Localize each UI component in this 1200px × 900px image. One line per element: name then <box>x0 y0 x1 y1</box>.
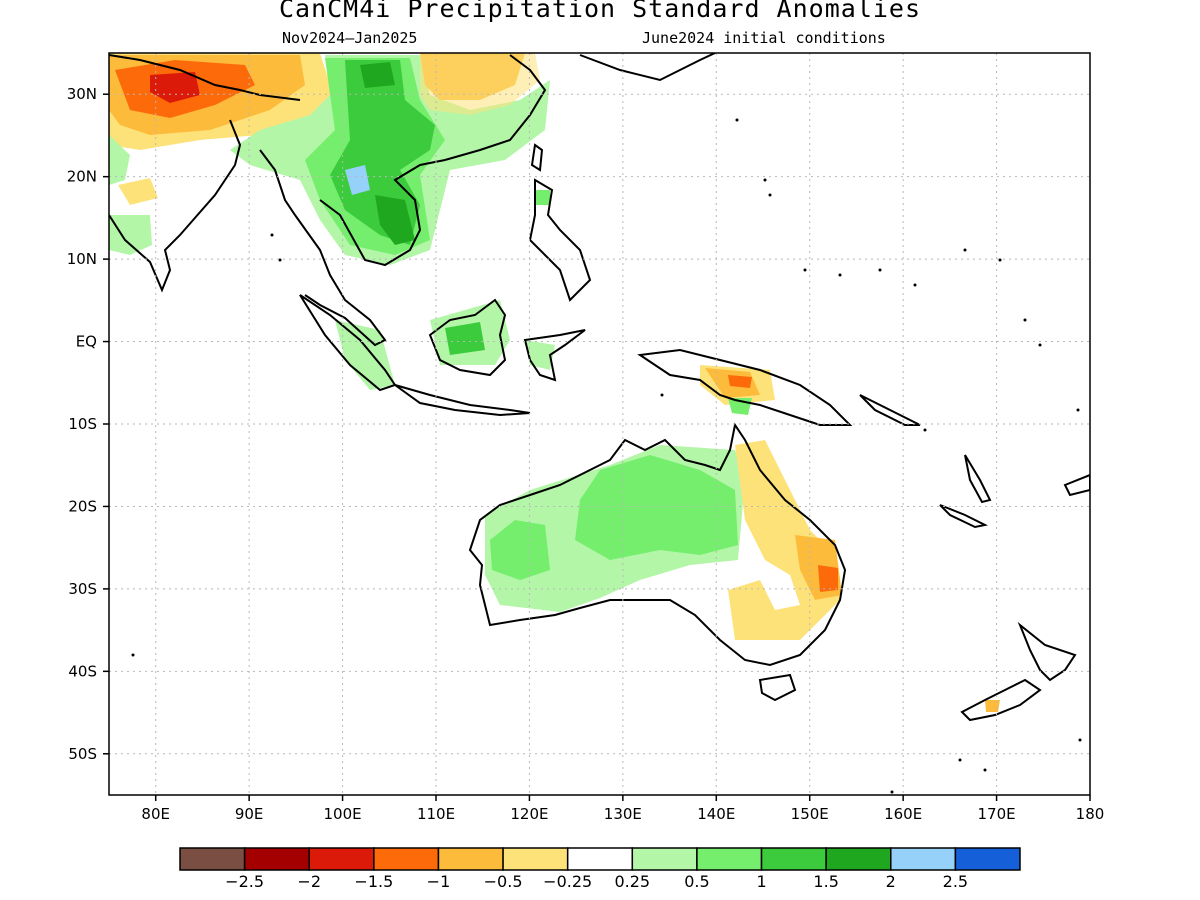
coast-solomons <box>859 394 921 426</box>
lon-tick-label: 150E <box>791 805 829 823</box>
colorbar-label: −1.5 <box>354 872 393 891</box>
coast-taiwan <box>530 143 544 172</box>
coast-java <box>394 384 531 417</box>
coast-australia <box>468 422 847 667</box>
colorbar-label: 1.5 <box>813 872 838 891</box>
colorbar-swatch <box>825 847 892 871</box>
coast-nz-south <box>960 678 1042 722</box>
anomaly-philippines-wet <box>535 190 550 205</box>
colorbar-label: 2.5 <box>943 872 968 891</box>
colorbar-swatch <box>954 847 1021 871</box>
colorbar-swatch <box>696 847 763 871</box>
colorbar-label: 0.25 <box>614 872 650 891</box>
coast-new-caledonia <box>939 504 989 529</box>
lat-tick-label: 20S <box>68 497 97 515</box>
lat-tick-label: 30N <box>67 85 97 103</box>
axes: 80E 90E 100E 110E 120E 130E 140E 150E 160E 170E 18… <box>67 85 1105 823</box>
anomaly-india-wet <box>109 135 130 185</box>
colorbar-swatch <box>373 847 440 871</box>
colorbar-swatch <box>631 847 698 871</box>
lon-tick-label: 100E <box>324 805 362 823</box>
coast-philippines <box>528 178 592 302</box>
colorbar-swatch <box>179 847 246 871</box>
gridlines <box>109 53 1090 795</box>
coast-himalaya-border <box>109 54 301 101</box>
anomaly-sumatra-wet <box>335 320 395 390</box>
lat-tick-label: 50S <box>68 745 97 763</box>
anomaly-field <box>109 53 1000 712</box>
initial-conditions: June2024 initial conditions <box>642 29 886 47</box>
anomaly-china-wet-inner <box>330 60 435 245</box>
coast-tasmania <box>758 673 797 702</box>
coast-borneo <box>428 298 507 377</box>
colorbar-label: −0.5 <box>484 872 523 891</box>
anomaly-borneo-wet-inner <box>445 322 485 355</box>
lon-tick-label: 180 <box>1076 805 1105 823</box>
lat-tick-label: 30S <box>68 580 97 598</box>
colorbar-swatch <box>243 847 310 871</box>
colorbar: −2.5 −2 −1.5 −1 −0.5 −0.25 0.25 0.5 1 1.5 2 2.5 <box>179 847 1021 891</box>
coast-india <box>109 119 242 293</box>
anomaly-nz-dry <box>985 700 1000 712</box>
anomaly-china-wet-core <box>360 62 395 88</box>
coast-indochina <box>319 159 446 267</box>
anomaly-ng-dry-core <box>728 375 752 388</box>
colorbar-label: 2 <box>886 872 896 891</box>
forecast-period: Nov2024—Jan2025 <box>282 29 418 47</box>
coast-japan-ryukyu <box>579 53 716 82</box>
coast-vanuatu <box>964 454 992 504</box>
coast-sulawesi <box>523 329 586 382</box>
map-title: CanCM4i Precipitation Standard Anomalies <box>278 0 922 23</box>
lon-tick-label: 90E <box>235 805 264 823</box>
coast-new-guinea <box>637 348 853 426</box>
lat-tick-label: 10N <box>67 250 97 268</box>
anomaly-east-aus-dry-core <box>818 565 838 592</box>
colorbar-swatch <box>760 847 827 871</box>
anomaly-himalaya-dry-core <box>150 72 200 103</box>
coast-burma-thai <box>259 149 387 347</box>
colorbar-label: 0.5 <box>684 872 709 891</box>
colorbar-label: −0.25 <box>543 872 592 891</box>
anomaly-indochina-core <box>375 195 415 245</box>
anomaly-wa-wet-inner <box>490 520 550 580</box>
anomaly-laos-blue <box>345 165 370 195</box>
anomaly-east-china-dry-edge <box>420 53 540 115</box>
lon-tick-label: 120E <box>510 805 548 823</box>
coast-fiji <box>1063 473 1090 497</box>
coast-china <box>444 54 547 161</box>
anomaly-india-wet2 <box>109 215 152 255</box>
lon-tick-label: 160E <box>884 805 922 823</box>
lat-tick-label: 40S <box>68 662 97 680</box>
small-islands <box>131 118 1082 794</box>
lat-tick-label: 10S <box>68 415 97 433</box>
colorbar-swatch <box>890 847 957 871</box>
lon-tick-label: 130E <box>604 805 642 823</box>
lon-tick-label: 170E <box>978 805 1016 823</box>
colorbar-swatch <box>308 847 375 871</box>
coast-nz-north <box>1017 621 1077 682</box>
coastlines <box>109 53 1090 722</box>
colorbar-swatch <box>502 847 569 871</box>
lon-tick-label: 140E <box>697 805 735 823</box>
colorbar-swatch <box>566 847 634 871</box>
colorbar-label: 1 <box>756 872 766 891</box>
lat-tick-label: EQ <box>76 333 97 351</box>
anomaly-australia-wet-inner <box>575 455 738 560</box>
anomaly-india-small-dry <box>118 178 158 205</box>
colorbar-label: −2 <box>297 872 321 891</box>
lon-tick-label: 80E <box>141 805 170 823</box>
colorbar-swatch <box>437 847 504 871</box>
lon-tick-label: 110E <box>417 805 455 823</box>
colorbar-label: −1 <box>427 872 451 891</box>
lat-tick-label: 20N <box>67 168 97 186</box>
colorbar-label: −2.5 <box>225 872 264 891</box>
